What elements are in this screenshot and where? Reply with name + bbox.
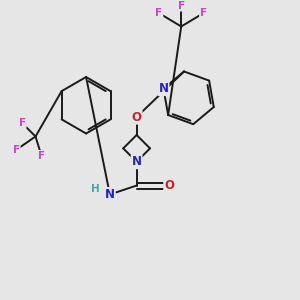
Text: F: F — [178, 1, 185, 11]
Text: N: N — [158, 82, 169, 95]
Text: F: F — [38, 151, 45, 161]
Text: N: N — [132, 155, 142, 168]
Text: O: O — [164, 179, 174, 192]
Text: F: F — [155, 8, 163, 18]
Text: H: H — [91, 184, 99, 194]
Text: F: F — [13, 145, 20, 155]
Text: F: F — [19, 118, 26, 128]
Text: O: O — [132, 111, 142, 124]
Text: F: F — [200, 8, 207, 18]
Text: N: N — [105, 188, 115, 201]
